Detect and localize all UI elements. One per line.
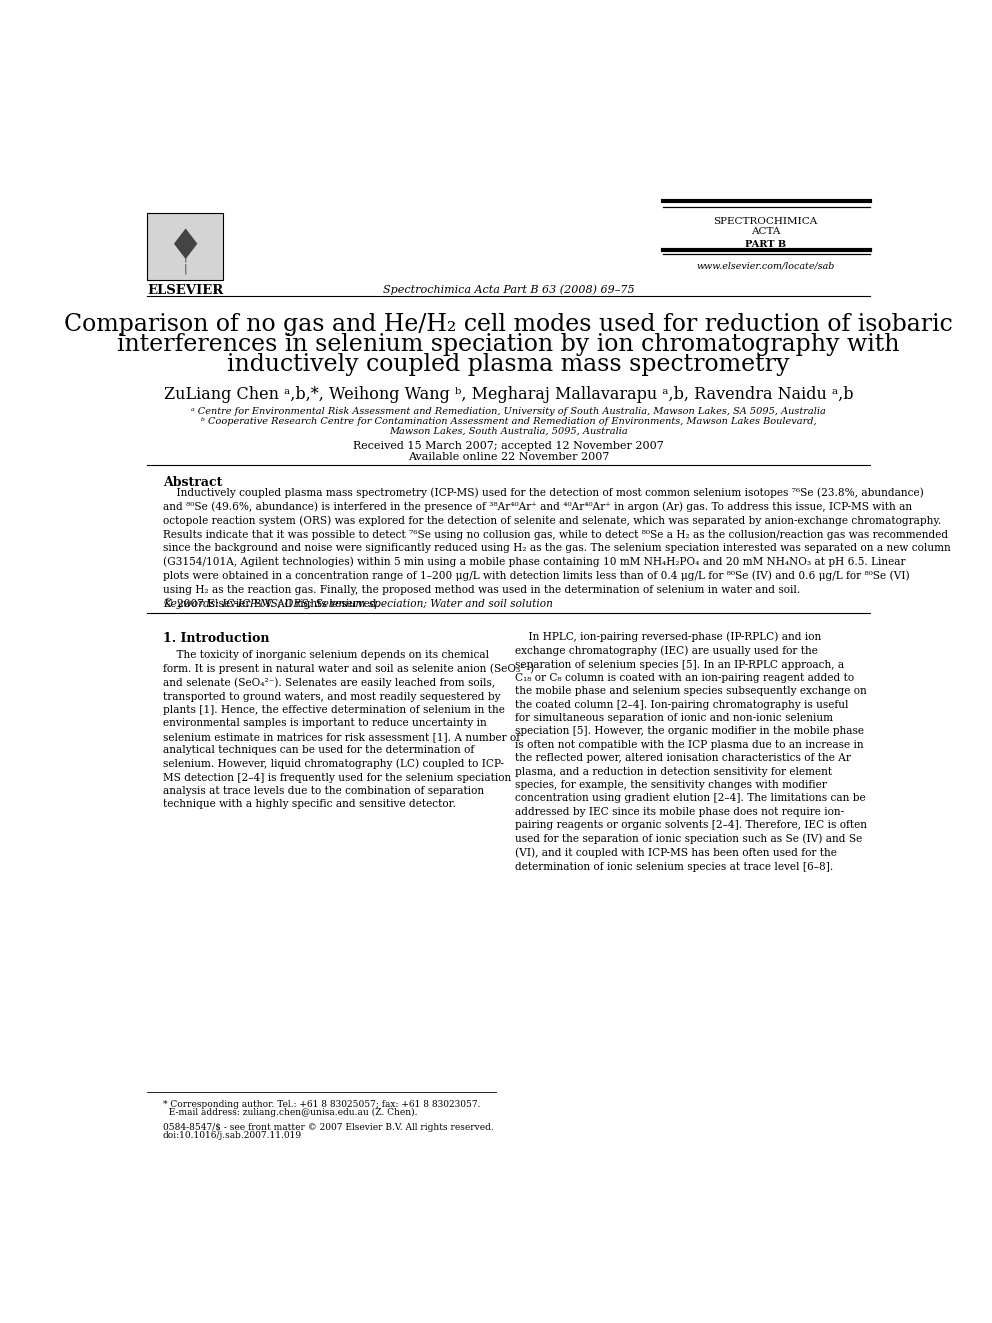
Text: www.elsevier.com/locate/sab: www.elsevier.com/locate/sab xyxy=(696,262,835,271)
Text: PART B: PART B xyxy=(745,241,787,249)
Text: Received 15 March 2007; accepted 12 November 2007: Received 15 March 2007; accepted 12 Nove… xyxy=(353,442,664,451)
Text: The toxicity of inorganic selenium depends on its chemical
form. It is present i: The toxicity of inorganic selenium depen… xyxy=(163,650,534,810)
Text: Available online 22 November 2007: Available online 22 November 2007 xyxy=(408,452,609,462)
Text: Spectrochimica Acta Part B 63 (2008) 69–75: Spectrochimica Acta Part B 63 (2008) 69–… xyxy=(383,284,634,295)
Text: In HPLC, ion-pairing reversed-phase (IP-RPLC) and ion
exchange chromatography (I: In HPLC, ion-pairing reversed-phase (IP-… xyxy=(515,631,867,872)
Text: inductively coupled plasma mass spectrometry: inductively coupled plasma mass spectrom… xyxy=(227,353,790,376)
Text: 1. Introduction: 1. Introduction xyxy=(163,631,269,644)
Text: E-mail address: zuliang.chen@unisa.edu.au (Z. Chen).: E-mail address: zuliang.chen@unisa.edu.a… xyxy=(163,1109,418,1118)
Text: ᵃ Centre for Environmental Risk Assessment and Remediation, University of South : ᵃ Centre for Environmental Risk Assessme… xyxy=(191,407,825,417)
Text: Keywords: IC-ICP-MS; ORS; Selenium speciation; Water and soil solution: Keywords: IC-ICP-MS; ORS; Selenium speci… xyxy=(163,599,553,609)
Text: ♦: ♦ xyxy=(167,225,204,267)
Text: ZuLiang Chen ᵃ,b,*, Weihong Wang ᵇ, Megharaj Mallavarapu ᵃ,b, Ravendra Naidu ᵃ,b: ZuLiang Chen ᵃ,b,*, Weihong Wang ᵇ, Megh… xyxy=(164,386,853,404)
Text: 0584-8547/$ - see front matter © 2007 Elsevier B.V. All rights reserved.: 0584-8547/$ - see front matter © 2007 El… xyxy=(163,1123,493,1131)
Text: ᵇ Cooperative Research Centre for Contamination Assessment and Remediation of En: ᵇ Cooperative Research Centre for Contam… xyxy=(200,418,816,426)
Bar xyxy=(147,213,223,280)
Text: Comparison of no gas and He/H₂ cell modes used for reduction of isobaric: Comparison of no gas and He/H₂ cell mode… xyxy=(64,312,952,336)
Text: * Corresponding author. Tel.: +61 8 83025057; fax: +61 8 83023057.: * Corresponding author. Tel.: +61 8 8302… xyxy=(163,1099,480,1109)
Text: interferences in selenium speciation by ion chromatography with: interferences in selenium speciation by … xyxy=(117,333,900,356)
Text: doi:10.1016/j.sab.2007.11.019: doi:10.1016/j.sab.2007.11.019 xyxy=(163,1131,302,1140)
Text: Mawson Lakes, South Australia, 5095, Australia: Mawson Lakes, South Australia, 5095, Aus… xyxy=(389,427,628,435)
Text: Abstract: Abstract xyxy=(163,476,222,490)
Text: SPECTROCHIMICA: SPECTROCHIMICA xyxy=(713,217,817,225)
Text: Inductively coupled plasma mass spectrometry (ICP-MS) used for the detection of : Inductively coupled plasma mass spectrom… xyxy=(163,488,950,610)
Text: |
|: | | xyxy=(184,251,187,274)
Text: ACTA: ACTA xyxy=(751,228,781,237)
Text: ELSEVIER: ELSEVIER xyxy=(147,284,223,298)
